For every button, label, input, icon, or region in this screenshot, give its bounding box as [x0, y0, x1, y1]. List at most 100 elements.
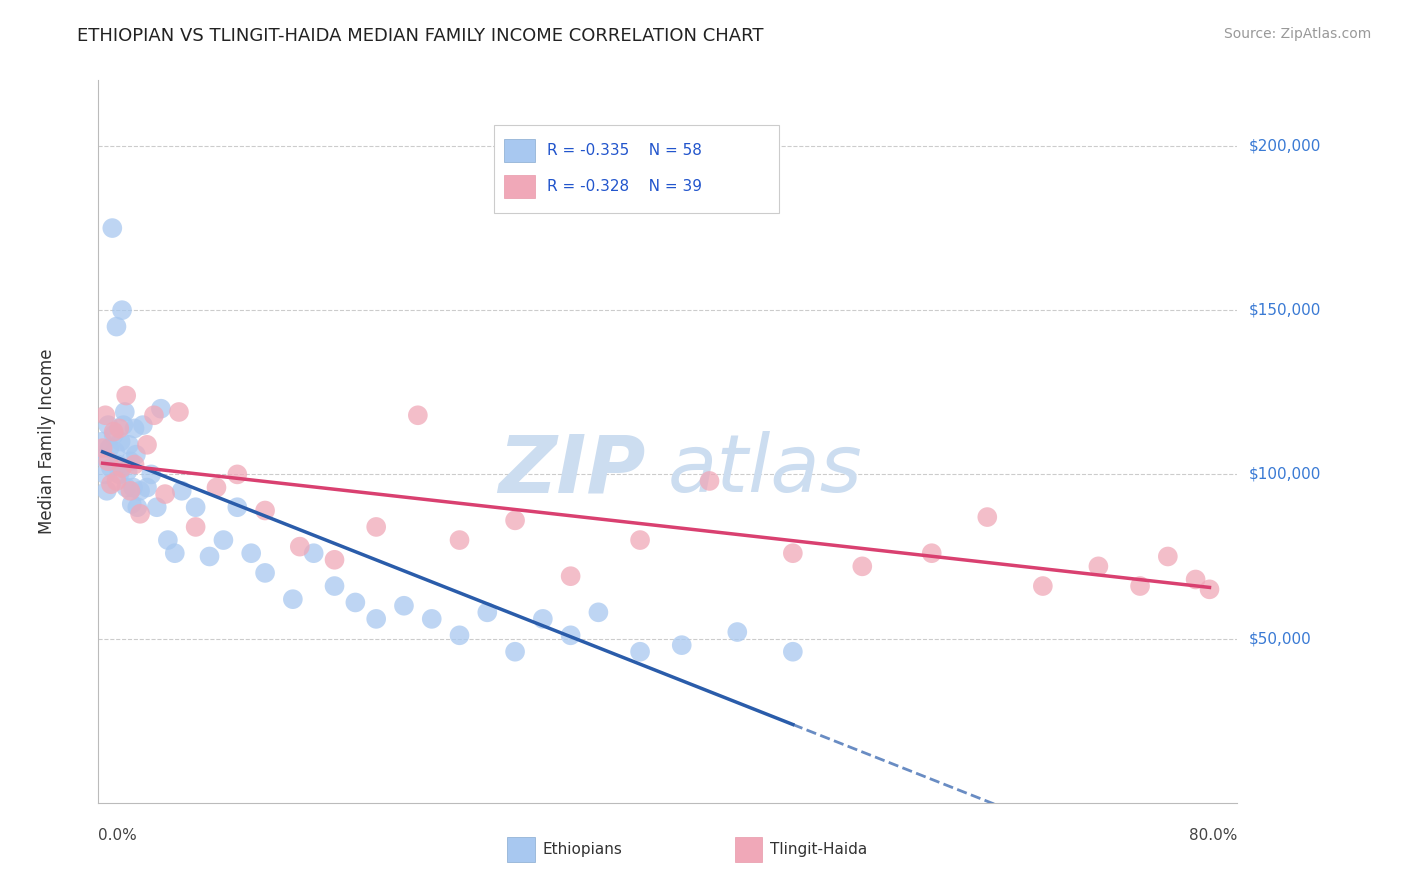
Point	[105, 474, 128, 488]
Point	[323, 553, 346, 567]
Text: Tlingit-Haida: Tlingit-Haida	[770, 842, 868, 857]
Point	[115, 481, 138, 495]
Point	[420, 612, 443, 626]
Point	[100, 477, 122, 491]
Point	[114, 405, 136, 419]
Point	[281, 592, 304, 607]
Point	[124, 458, 146, 472]
Point	[94, 409, 117, 423]
Point	[97, 454, 120, 468]
Text: R = -0.328    N = 39: R = -0.328 N = 39	[547, 179, 702, 194]
Point	[120, 454, 142, 468]
Point	[143, 409, 166, 423]
Point	[170, 483, 193, 498]
Point	[782, 546, 804, 560]
Point	[103, 425, 125, 439]
Point	[100, 460, 122, 475]
Point	[851, 559, 873, 574]
Point	[93, 450, 115, 465]
Text: atlas: atlas	[668, 432, 863, 509]
Point	[120, 483, 142, 498]
Point	[136, 481, 159, 495]
Point	[449, 533, 471, 547]
Point	[107, 458, 129, 472]
Point	[132, 418, 155, 433]
Point	[153, 487, 176, 501]
Point	[97, 418, 120, 433]
Point	[560, 569, 582, 583]
FancyBboxPatch shape	[503, 175, 534, 198]
Point	[288, 540, 311, 554]
Point	[254, 566, 277, 580]
Point	[240, 546, 263, 560]
Point	[163, 546, 186, 560]
Point	[104, 444, 127, 458]
Point	[449, 628, 471, 642]
Point	[125, 448, 148, 462]
Point	[124, 421, 146, 435]
Point	[115, 388, 138, 402]
Point	[344, 595, 367, 609]
Point	[212, 533, 235, 547]
Text: ZIP: ZIP	[498, 432, 645, 509]
Text: R = -0.335    N = 58: R = -0.335 N = 58	[547, 143, 702, 158]
Point	[366, 520, 388, 534]
Point	[121, 497, 143, 511]
Point	[198, 549, 221, 564]
Point	[91, 441, 114, 455]
Point	[110, 434, 132, 449]
Point	[477, 605, 499, 619]
Point	[1129, 579, 1152, 593]
Point	[254, 503, 277, 517]
Point	[671, 638, 693, 652]
Text: Ethiopians: Ethiopians	[543, 842, 623, 857]
Point	[302, 546, 325, 560]
Text: Source: ZipAtlas.com: Source: ZipAtlas.com	[1223, 27, 1371, 41]
Point	[323, 579, 346, 593]
Point	[145, 500, 167, 515]
Point	[117, 464, 139, 478]
Point	[1032, 579, 1054, 593]
Point	[103, 428, 125, 442]
Point	[366, 612, 388, 626]
Point	[531, 612, 554, 626]
Text: 0.0%: 0.0%	[98, 828, 138, 843]
Point	[503, 513, 526, 527]
Point	[149, 401, 172, 416]
Point	[1087, 559, 1109, 574]
Point	[184, 500, 207, 515]
Point	[588, 605, 610, 619]
Point	[108, 467, 131, 482]
Point	[184, 520, 207, 534]
Point	[1198, 582, 1220, 597]
Text: $150,000: $150,000	[1249, 302, 1320, 318]
FancyBboxPatch shape	[735, 838, 762, 862]
Point	[392, 599, 415, 613]
Point	[108, 421, 131, 435]
Point	[127, 500, 149, 515]
Point	[1184, 573, 1206, 587]
Text: ETHIOPIAN VS TLINGIT-HAIDA MEDIAN FAMILY INCOME CORRELATION CHART: ETHIOPIAN VS TLINGIT-HAIDA MEDIAN FAMILY…	[77, 27, 763, 45]
Point	[105, 319, 128, 334]
FancyBboxPatch shape	[508, 838, 534, 862]
Point	[98, 441, 121, 455]
Point	[136, 438, 159, 452]
Point	[94, 467, 117, 482]
Point	[976, 510, 998, 524]
Point	[118, 438, 141, 452]
Point	[129, 483, 152, 498]
Point	[167, 405, 190, 419]
FancyBboxPatch shape	[494, 125, 779, 212]
Point	[96, 483, 118, 498]
Text: 80.0%: 80.0%	[1189, 828, 1237, 843]
Point	[141, 467, 163, 482]
Point	[129, 507, 152, 521]
Point	[122, 481, 145, 495]
Point	[560, 628, 582, 642]
Point	[921, 546, 943, 560]
Point	[226, 500, 249, 515]
Point	[156, 533, 179, 547]
Text: Median Family Income: Median Family Income	[38, 349, 56, 534]
Point	[205, 481, 228, 495]
Point	[1157, 549, 1180, 564]
